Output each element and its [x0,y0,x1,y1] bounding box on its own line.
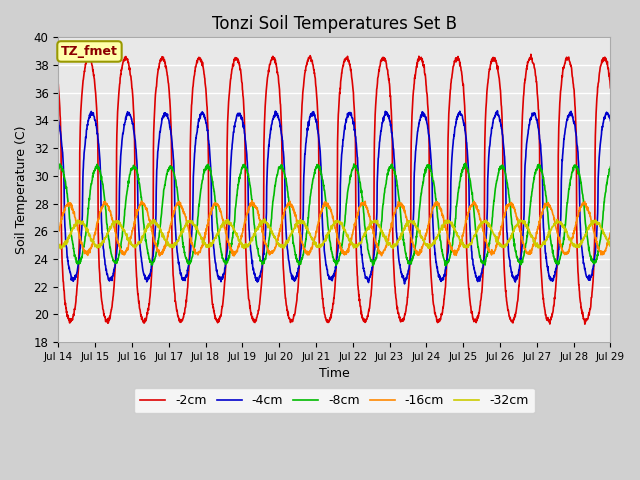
-2cm [362,317,370,323]
-16cm [230,253,238,259]
-8cm [607,164,614,169]
-16cm [495,234,503,240]
-4cm [558,157,566,163]
-16cm [209,205,216,211]
-32cm [558,224,566,229]
-4cm [209,228,216,234]
-32cm [261,216,269,222]
-4cm [54,116,62,122]
-8cm [558,245,566,251]
-8cm [442,263,449,269]
-16cm [248,198,256,204]
Y-axis label: Soil Temperature (C): Soil Temperature (C) [15,125,28,254]
-16cm [607,230,614,236]
-32cm [495,241,503,247]
-4cm [350,127,358,132]
-8cm [54,166,62,171]
-16cm [573,214,581,220]
X-axis label: Time: Time [319,367,349,380]
-16cm [54,229,62,235]
Legend: -2cm, -4cm, -8cm, -16cm, -32cm: -2cm, -4cm, -8cm, -16cm, -32cm [134,388,535,413]
-2cm [495,72,502,78]
-32cm [351,244,358,250]
-32cm [363,227,371,233]
-2cm [581,321,589,327]
-4cm [607,118,614,123]
Line: -2cm: -2cm [58,54,611,324]
-8cm [495,166,503,171]
-8cm [209,178,216,184]
-2cm [54,82,62,87]
Text: TZ_fmet: TZ_fmet [61,45,118,58]
-16cm [558,248,566,254]
-4cm [401,281,408,287]
Title: Tonzi Soil Temperatures Set B: Tonzi Soil Temperatures Set B [212,15,457,33]
-4cm [573,144,581,150]
-2cm [527,51,535,57]
-2cm [209,300,216,306]
-4cm [362,275,370,280]
-4cm [493,108,501,114]
-32cm [607,242,614,248]
-8cm [461,160,469,166]
Line: -16cm: -16cm [58,201,611,256]
-2cm [607,85,614,91]
-32cm [54,244,62,250]
-32cm [209,241,216,247]
-32cm [573,244,581,250]
-2cm [573,249,581,254]
-8cm [350,164,358,170]
-2cm [350,105,358,110]
Line: -32cm: -32cm [58,219,611,249]
-4cm [495,114,503,120]
Line: -4cm: -4cm [58,111,611,284]
-16cm [351,223,358,228]
-16cm [363,206,371,212]
-8cm [362,233,370,239]
-8cm [573,165,581,171]
-2cm [558,76,566,82]
Line: -8cm: -8cm [58,163,611,266]
-32cm [57,246,65,252]
